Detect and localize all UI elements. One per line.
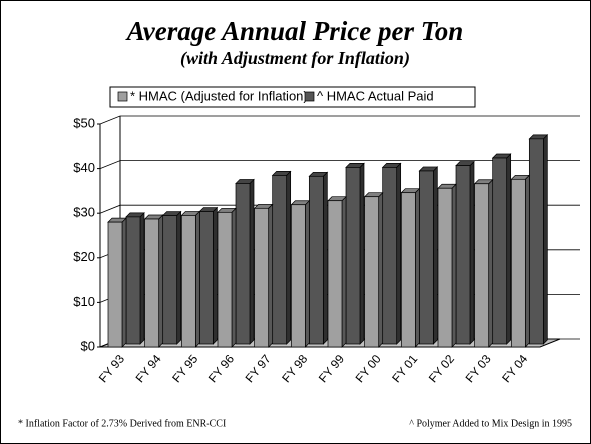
bar <box>217 207 237 348</box>
legend-label: * HMAC (Adjusted for Inflation) <box>130 88 308 103</box>
legend-label: ^ HMAC Actual Paid <box>317 88 434 103</box>
bar-front <box>437 187 453 348</box>
bar-front <box>235 183 251 345</box>
y-tick-label: $0 <box>81 338 95 353</box>
chart-subtitle: (with Adjustment for Inflation) <box>180 48 410 69</box>
bar <box>180 210 201 348</box>
bar-side <box>304 199 310 348</box>
bar-side <box>286 170 292 345</box>
bar <box>400 187 421 348</box>
bar <box>161 210 182 345</box>
bar-side <box>432 166 438 345</box>
bar-front <box>327 200 343 348</box>
grid-line <box>99 160 580 169</box>
bar-side <box>506 153 512 345</box>
bar <box>271 170 292 345</box>
bar-side <box>249 178 255 345</box>
footnote: * Inflation Factor of 2.73% Derived from… <box>18 418 226 429</box>
bar-side <box>341 195 347 348</box>
bar-front <box>290 204 306 348</box>
y-tick-label: $30 <box>73 205 95 220</box>
bar-front <box>382 167 398 345</box>
bar-side <box>524 174 530 348</box>
bar-front <box>217 211 233 348</box>
bar-side <box>176 210 182 345</box>
bar-front <box>474 183 490 348</box>
bar-side <box>121 217 127 348</box>
y-tick-label: $10 <box>73 294 95 309</box>
footnote: ^ Polymer Added to Mix Design in 1995 <box>409 418 572 429</box>
bar-front <box>510 178 526 348</box>
bar-front <box>400 192 416 348</box>
bar-side <box>139 212 145 345</box>
y-tick-label: $20 <box>73 249 95 264</box>
bar-side <box>414 187 420 348</box>
legend-swatch <box>117 91 128 102</box>
bar-front <box>492 157 508 345</box>
bar-front <box>180 215 196 348</box>
bar-side <box>359 162 365 345</box>
bar-side <box>212 206 218 345</box>
bar-side <box>451 183 457 348</box>
bar-side <box>396 162 402 345</box>
bar-side <box>542 133 548 345</box>
bar <box>418 166 439 345</box>
bar <box>510 174 531 348</box>
bar-side <box>378 191 384 348</box>
bar-front <box>528 138 544 345</box>
bar-front <box>144 218 160 348</box>
bar <box>125 212 145 345</box>
bar-side <box>469 160 475 345</box>
bar-side <box>231 207 237 348</box>
bar-front <box>418 170 434 345</box>
y-tick-label: $40 <box>73 160 95 175</box>
bar <box>198 206 219 345</box>
bar <box>253 203 274 348</box>
bar <box>327 195 347 348</box>
bar-front <box>345 167 361 345</box>
bar <box>437 183 457 348</box>
bar-front <box>272 175 288 345</box>
bar-side <box>488 178 494 348</box>
bar-front <box>198 211 214 345</box>
bar <box>290 199 311 348</box>
bar-front <box>125 216 141 345</box>
legend-box <box>109 86 476 108</box>
bar <box>455 160 475 345</box>
legend-swatch <box>304 91 315 102</box>
bar <box>528 133 549 345</box>
bar <box>381 162 402 345</box>
bar-front <box>107 221 123 348</box>
bar-side <box>158 214 164 348</box>
bar-front <box>455 165 471 345</box>
bar <box>345 162 365 345</box>
bar-front <box>254 207 270 348</box>
bar-side <box>322 171 328 345</box>
bar <box>363 191 384 348</box>
bar <box>491 153 512 345</box>
bar-front <box>308 175 324 345</box>
bar-side <box>194 210 200 348</box>
bar <box>107 217 127 348</box>
bar-front <box>364 196 380 348</box>
grid-line <box>99 115 580 125</box>
y-tick-label: $50 <box>73 115 95 130</box>
bar-side <box>268 203 274 348</box>
bar <box>143 214 164 348</box>
bar <box>308 171 329 345</box>
bar-front <box>162 215 178 345</box>
bar <box>235 178 255 345</box>
bar <box>473 178 494 348</box>
chart-title: Average Annual Price per Ton <box>125 16 464 46</box>
